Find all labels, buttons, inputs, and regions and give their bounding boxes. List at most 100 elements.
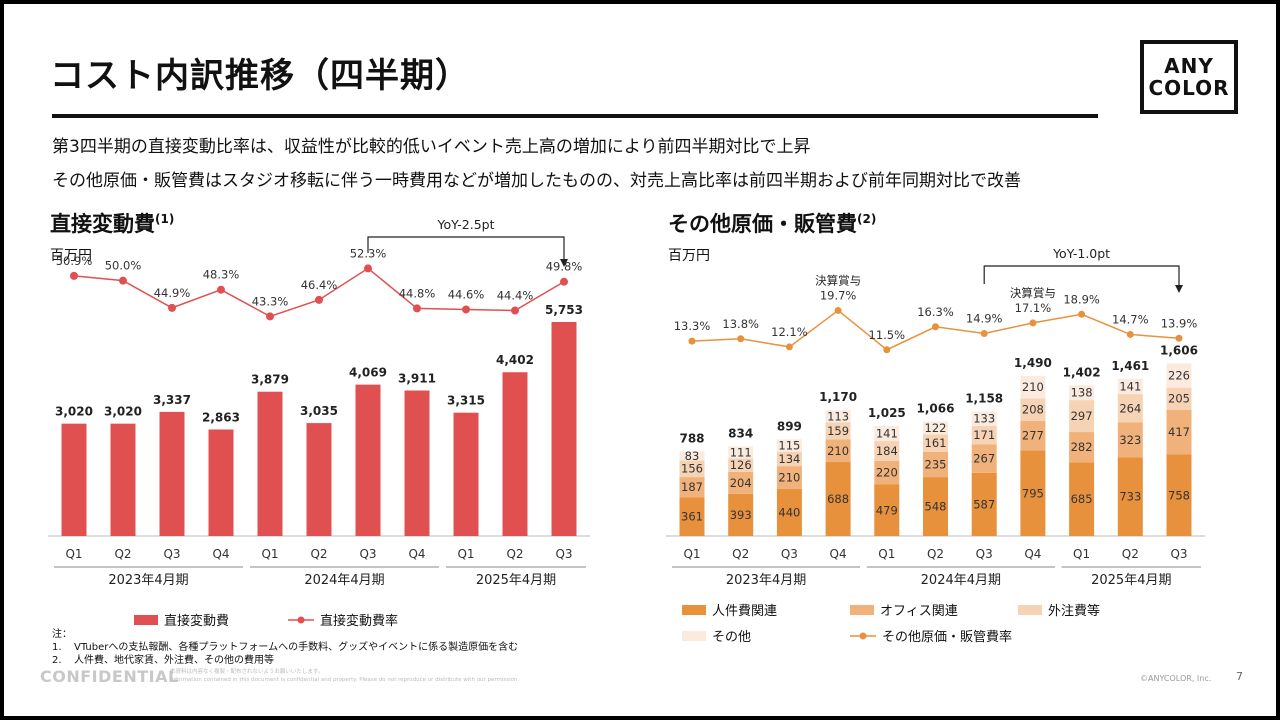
bar-segment bbox=[1069, 400, 1095, 433]
rate-label: 44.8% bbox=[399, 286, 436, 300]
legend-swatch bbox=[682, 604, 706, 615]
note-1: 1. VTuberへの支払報酬、各種プラットフォームへの手数料、グッズやイベントに… bbox=[52, 641, 518, 654]
right-chart-title-note: (2) bbox=[857, 212, 877, 226]
bar-direct-cost bbox=[551, 321, 577, 536]
confidential-label: CONFIDENTIAL bbox=[40, 667, 179, 686]
bar-segment bbox=[825, 439, 851, 463]
rate-annotation-label: 決算賞与 bbox=[815, 273, 861, 287]
segment-value-label: 184 bbox=[876, 444, 898, 458]
segment-value-label: 126 bbox=[730, 458, 752, 472]
bar-segment bbox=[1117, 422, 1143, 458]
segment-value-label: 205 bbox=[1168, 392, 1190, 406]
rate-label: 50.9% bbox=[56, 254, 93, 268]
bar-segment bbox=[1117, 378, 1143, 395]
segment-value-label: 393 bbox=[730, 508, 752, 522]
bar-total-label: 1,606 bbox=[1160, 343, 1198, 357]
segment-value-label: 733 bbox=[1119, 490, 1141, 504]
bar-segment bbox=[1117, 457, 1143, 536]
note-1-num: 1. bbox=[52, 642, 62, 653]
copyright: ©ANYCOLOR, Inc. bbox=[1140, 674, 1212, 683]
rate-label: 19.7% bbox=[820, 288, 857, 302]
rate-label: 16.3% bbox=[917, 305, 954, 319]
segment-value-label: 210 bbox=[1022, 380, 1044, 394]
bar-segment bbox=[874, 484, 900, 536]
x-tick-label: Q1 bbox=[1073, 547, 1090, 561]
rate-label: 11.5% bbox=[869, 328, 906, 342]
logo-line2: COLOR bbox=[1148, 76, 1230, 100]
bar-value-label: 3,879 bbox=[251, 373, 289, 387]
legend-item-office: オフィス関連 bbox=[850, 600, 958, 619]
subtitle-2: その他原価・販管費はスタジオ移転に伴う一時費用などが増加したものの、対売上高比率… bbox=[52, 171, 1021, 191]
bar-segment bbox=[1166, 454, 1192, 536]
point-direct-rate bbox=[119, 276, 127, 285]
bar-value-label: 2,863 bbox=[202, 410, 240, 424]
right-chart-title: その他原価・販管費(2) bbox=[668, 208, 876, 238]
segment-value-label: 83 bbox=[685, 449, 700, 463]
bar-value-label: 3,337 bbox=[153, 393, 191, 407]
bar-segment bbox=[874, 441, 900, 461]
x-tick-label: Q4 bbox=[1024, 547, 1041, 561]
rate-label: 43.3% bbox=[252, 294, 289, 308]
yoy-arrow-icon bbox=[1175, 285, 1183, 293]
rate-label: 48.3% bbox=[203, 268, 240, 282]
x-tick-label: Q2 bbox=[732, 547, 749, 561]
point-other-rate bbox=[737, 335, 745, 343]
legend-label: オフィス関連 bbox=[880, 604, 958, 619]
bar-segment bbox=[971, 411, 997, 426]
rate-label: 12.1% bbox=[771, 325, 808, 339]
legend-item-personnel: 人件費関連 bbox=[682, 600, 777, 619]
bar-segment bbox=[1166, 409, 1192, 455]
legend-item-other-rate: その他原価・販管費率 bbox=[850, 626, 1012, 645]
legend-swatch bbox=[850, 604, 874, 615]
x-tick-label: Q1 bbox=[261, 547, 278, 561]
page-number: 7 bbox=[1236, 670, 1243, 683]
bar-segment bbox=[1020, 398, 1046, 421]
bar-segment bbox=[874, 425, 900, 442]
page-title: コスト内訳推移（四半期） bbox=[50, 56, 470, 96]
subtitle-1: 第3四半期の直接変動比率は、収益性が比較的低いイベント売上高の増加により前四半期… bbox=[52, 137, 811, 157]
x-tick-label: Q3 bbox=[976, 547, 993, 561]
bar-segment bbox=[679, 451, 705, 461]
bar-segment bbox=[825, 462, 851, 536]
rate-label: 13.3% bbox=[674, 319, 711, 333]
legend-swatch bbox=[682, 630, 706, 641]
point-direct-rate bbox=[560, 277, 568, 286]
point-other-rate bbox=[932, 323, 939, 331]
note-1-text: VTuberへの支払報酬、各種プラットフォームへの手数料、グッズやイベントに係る… bbox=[74, 642, 519, 653]
legend-label: 人件費関連 bbox=[712, 604, 778, 619]
disclaimer: 本資料は内容なく複製・配布されないようお願いいたします。 Information… bbox=[170, 668, 519, 684]
bar-direct-cost bbox=[502, 372, 528, 536]
bar-total-label: 1,461 bbox=[1111, 359, 1149, 373]
bar-segment bbox=[728, 458, 754, 472]
bar-segment bbox=[728, 446, 754, 459]
bar-segment bbox=[1069, 432, 1095, 463]
left-chart-title-text: 直接変動費 bbox=[50, 212, 155, 236]
rate-label: 13.9% bbox=[1161, 316, 1198, 330]
point-direct-rate bbox=[364, 264, 372, 273]
segment-value-label: 138 bbox=[1071, 386, 1093, 400]
x-tick-label: Q4 bbox=[212, 547, 229, 561]
fiscal-year-label: 2025年4月期 bbox=[476, 573, 556, 588]
bar-total-label: 1,025 bbox=[868, 406, 906, 420]
notes-heading: 注： bbox=[52, 629, 72, 640]
segment-value-label: 141 bbox=[1119, 380, 1141, 394]
x-tick-label: Q1 bbox=[878, 547, 895, 561]
yoy-bracket bbox=[983, 265, 1180, 286]
legend-label: その他 bbox=[712, 630, 752, 645]
bar-segment bbox=[776, 439, 802, 452]
segment-value-label: 417 bbox=[1168, 425, 1190, 439]
bar-segment bbox=[971, 425, 997, 445]
segment-value-label: 323 bbox=[1119, 433, 1141, 447]
footnotes: 注： 1. VTuberへの支払報酬、各種プラットフォームへの手数料、グッズやイベ… bbox=[52, 628, 518, 667]
bar-segment bbox=[776, 488, 802, 536]
legend-label: 外注費等 bbox=[1048, 604, 1101, 619]
legend-label: 直接変動費率 bbox=[320, 614, 399, 629]
segment-value-label: 235 bbox=[925, 457, 947, 471]
point-other-rate bbox=[1175, 334, 1183, 342]
segment-value-label: 548 bbox=[925, 500, 947, 514]
fiscal-year-label: 2024年4月期 bbox=[304, 573, 384, 588]
bar-segment bbox=[923, 421, 948, 435]
legend-item-other: その他 bbox=[682, 626, 751, 645]
bar-direct-cost bbox=[404, 390, 430, 536]
rate-label: 14.9% bbox=[966, 311, 1003, 325]
